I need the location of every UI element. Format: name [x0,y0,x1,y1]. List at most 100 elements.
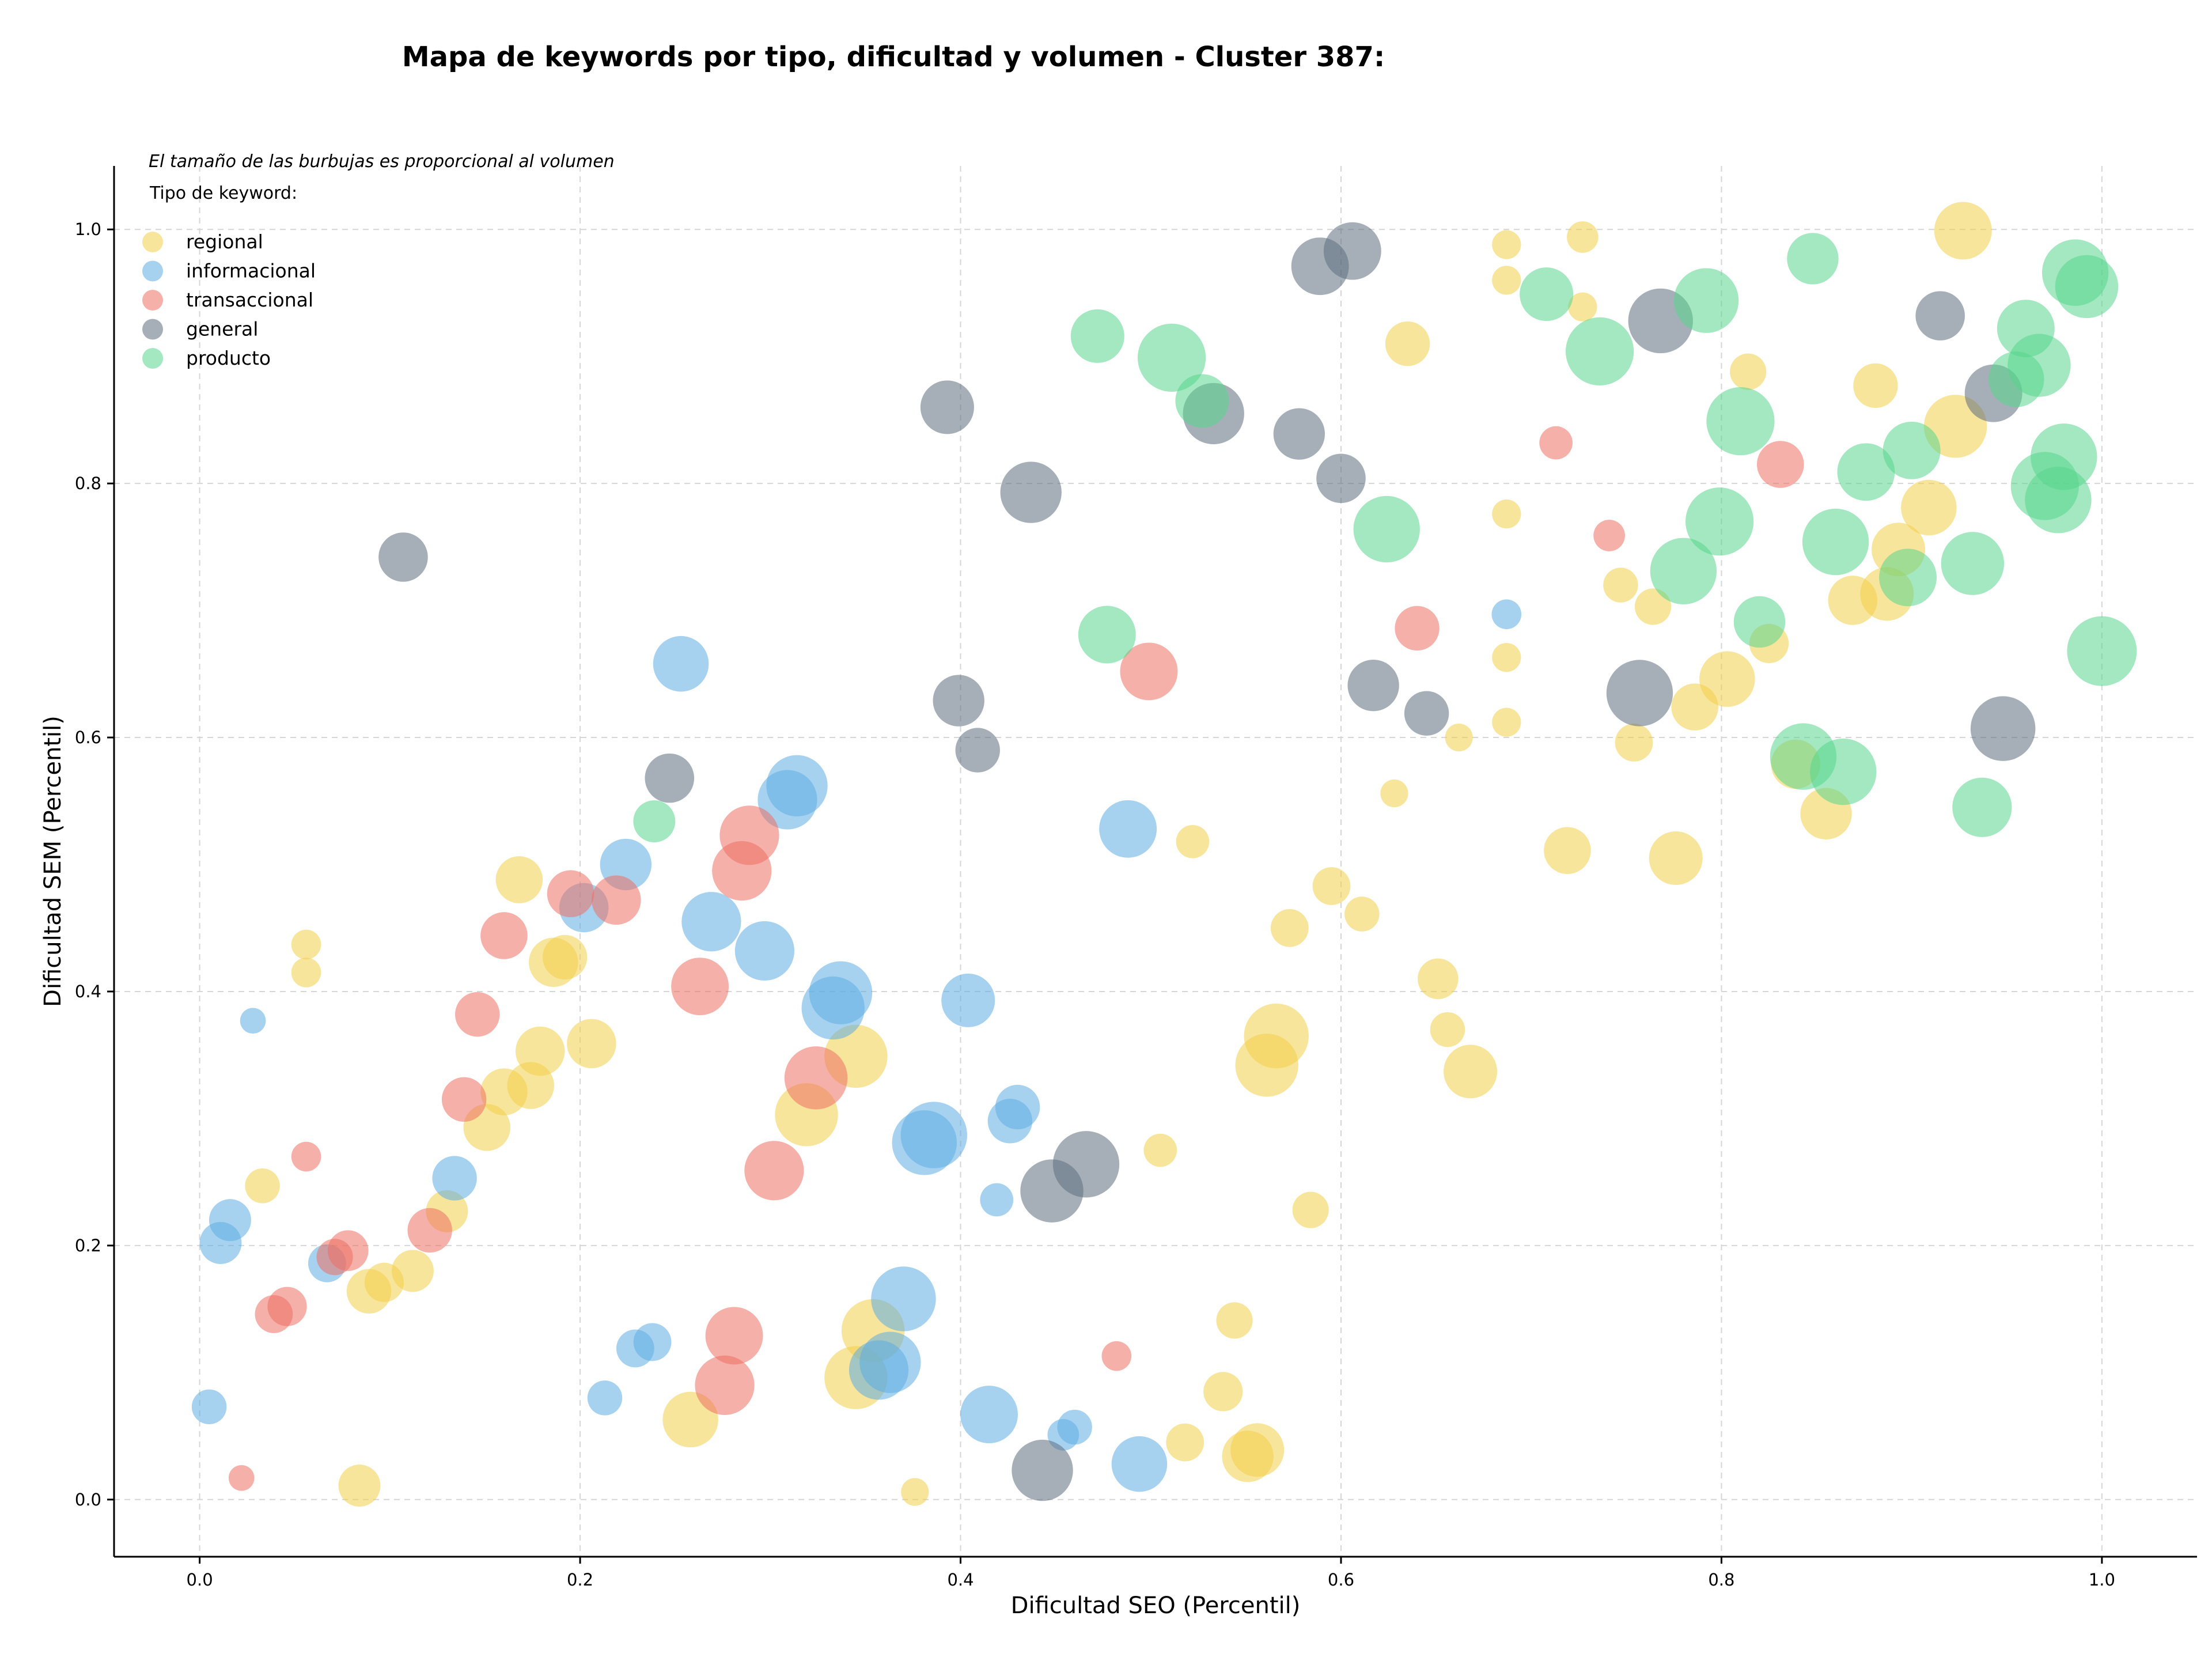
transaccional-bubble-13 [441,1077,487,1122]
regional-bubble-62 [495,856,543,903]
general-bubble-15 [1606,660,1673,727]
informacional-bubble-13 [987,1099,1033,1144]
regional-bubble-14 [1828,576,1878,625]
regional-bubble-26 [1176,824,1210,858]
regional-bubble-40 [1203,1372,1243,1412]
regional-bubble-65 [245,1168,280,1204]
producto-bubble-29 [1952,777,2012,837]
regional-bubble-53 [391,1250,434,1292]
transaccional-bubble-23 [1101,1341,1132,1371]
regional-bubble-58 [515,1026,565,1076]
transaccional-bubble-15 [407,1208,452,1253]
informacional-bubble-19 [849,1340,909,1400]
general-bubble-16 [1970,696,2036,761]
producto-bubble-11 [1175,374,1229,428]
producto-bubble-3 [1520,267,1574,321]
informacional-bubble-31 [240,1008,266,1034]
informacional-bubble-1 [653,635,709,692]
regional-bubble-24 [1380,779,1408,808]
regional-bubble-50 [338,1465,381,1507]
regional-bubble-33 [1430,1012,1465,1047]
regional-bubble-28 [1649,831,1703,886]
bubble-layer [191,202,2137,1507]
transaccional-bubble-24 [228,1465,255,1491]
regional-bubble-39 [1216,1302,1253,1339]
informacional-bubble-32 [191,1389,227,1425]
general-bubble-17 [645,753,695,803]
producto-bubble-19 [1353,495,1420,563]
transaccional-bubble-20 [255,1295,293,1333]
y-axis-label: Dificultad SEM (Percentil) [40,716,66,1007]
y-tick-label-5: 1.0 [75,220,101,239]
transaccional-bubble-12 [784,1046,848,1110]
producto-bubble-6 [1070,309,1124,363]
general-bubble-13 [1347,659,1399,712]
regional-bubble-5 [1385,321,1430,366]
producto-bubble-4 [1673,268,1739,333]
legend-title: Tipo de keyword: [149,183,297,203]
x-tick-label-5: 1.0 [2089,1570,2115,1590]
transaccional-bubble-7 [547,870,594,918]
regional-bubble-44 [901,1478,929,1506]
grid-lines [114,166,2197,1557]
regional-bubble-21 [1445,723,1473,752]
legend-label-informacional: informacional [186,260,316,282]
regional-bubble-10 [1492,499,1521,529]
regional-bubble-30 [1344,896,1380,932]
informacional-bubble-10 [801,976,865,1040]
regional-bubble-4 [1568,292,1597,321]
transaccional-bubble-3 [1395,606,1440,651]
general-bubble-5 [920,380,974,434]
informacional-bubble-23 [1111,1436,1168,1492]
producto-bubble-26 [2067,616,2137,686]
transaccional-bubble-4 [1120,642,1178,701]
producto-bubble-18 [1685,487,1754,556]
transaccional-bubble-8 [592,875,641,925]
regional-bubble-2 [1492,230,1521,259]
regional-bubble-19 [1671,683,1718,731]
general-bubble-1 [1291,237,1349,296]
producto-bubble-24 [1733,596,1786,648]
informacional-bubble-30 [199,1221,242,1264]
regional-bubble-29 [1312,867,1351,905]
regional-bubble-31 [1270,909,1309,947]
legend-label-general: general [186,318,258,340]
legend: Tipo de keyword: regional informacional tr… [142,183,316,369]
regional-bubble-27 [1544,827,1591,875]
producto-bubble-25 [1078,606,1136,664]
producto-bubble-13 [1883,421,1941,479]
producto-bubble-20 [1802,508,1869,576]
regional-bubble-41 [1166,1423,1205,1462]
transaccional-bubble-11 [455,992,500,1037]
producto-bubble-30 [633,800,676,843]
informacional-bubble-0 [1491,599,1522,630]
regional-bubble-15 [1634,588,1672,625]
regional-bubble-63 [291,929,321,960]
informacional-bubble-15 [892,1110,957,1175]
regional-bubble-0 [1934,202,1992,260]
informacional-bubble-27 [432,1156,477,1201]
transaccional-bubble-0 [1539,426,1573,460]
regional-bubble-43 [1222,1431,1274,1482]
producto-bubble-17 [2025,467,2092,534]
regional-bubble-7 [1853,363,1898,408]
x-axis-ticks: 0.0 0.2 0.4 0.6 0.8 1.0 [187,1557,2115,1590]
regional-bubble-17 [1492,643,1521,672]
legend-marker-producto [142,348,163,369]
informacional-bubble-11 [941,973,995,1027]
y-tick-label-4: 0.8 [75,474,101,493]
legend-label-transaccional: transaccional [186,289,313,311]
regional-bubble-1 [1566,221,1599,253]
x-tick-label-0: 0.0 [187,1570,213,1590]
producto-bubble-7 [1565,317,1634,385]
legend-marker-informacional [142,260,163,282]
transaccional-bubble-22 [695,1355,755,1415]
transaccional-bubble-6 [712,841,772,901]
bubble-size-note: El tamaño de las burbujas es proporciona… [149,152,615,172]
regional-bubble-9 [1901,479,1957,536]
informacional-bubble-25 [616,1329,654,1368]
producto-bubble-1 [2055,255,2119,319]
producto-bubble-8 [1137,323,1206,392]
x-tick-label-2: 0.4 [947,1570,974,1590]
